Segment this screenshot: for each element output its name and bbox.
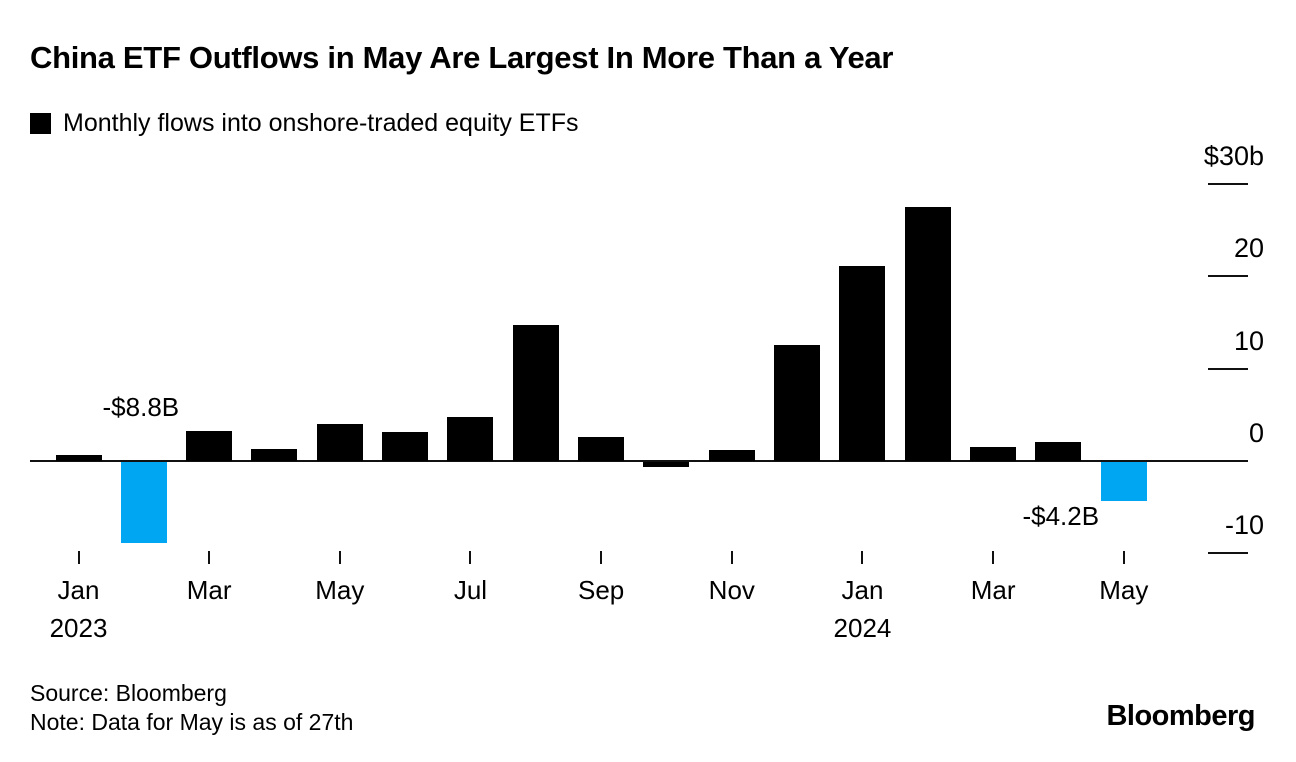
bar-aug-2023 <box>512 325 559 461</box>
bloomberg-logo: Bloomberg <box>1106 700 1255 732</box>
bar-apr-2023 <box>251 448 298 461</box>
legend-swatch-icon <box>30 113 51 134</box>
y-axis-label-10: 10 <box>1233 325 1264 356</box>
legend: Monthly flows into onshore-traded equity… <box>30 109 579 138</box>
y-axis-tick--10 <box>1208 552 1248 555</box>
x-axis-label-0: Jan <box>57 575 100 605</box>
bar-sep-2023 <box>578 436 625 461</box>
bar-value-annotation-1: -$8.8B <box>102 392 180 422</box>
bar-jan-2023 <box>55 455 102 461</box>
y-axis-label--10: -10 <box>1224 510 1264 541</box>
x-axis-tick-12 <box>861 551 864 564</box>
y-axis-tick-20 <box>1208 275 1248 278</box>
note-text: Note: Data for May is as of 27th <box>30 709 354 735</box>
bar-feb-2024 <box>904 207 951 461</box>
x-axis-label-6: Jul <box>453 575 488 605</box>
y-axis-label-0: 0 <box>1248 418 1264 448</box>
bar-jan-2024 <box>839 266 886 461</box>
bar-apr-2024 <box>1035 441 1082 461</box>
y-axis-tick-30 <box>1208 183 1248 185</box>
x-axis-label-16: May <box>1099 575 1149 605</box>
bar-mar-2024 <box>970 447 1017 461</box>
x-axis-tick-2 <box>208 551 211 564</box>
x-axis-year-label-2023: 2023 <box>49 613 108 643</box>
y-axis-label-30: $30b <box>1203 141 1264 171</box>
bar-dec-2023 <box>774 344 821 461</box>
x-axis-tick-0 <box>77 551 80 564</box>
bar-value-annotation-16: -$4.2B <box>1022 501 1100 531</box>
bar-mar-2023 <box>186 431 233 461</box>
bar-nov-2023 <box>708 449 755 461</box>
zero-axis-line <box>30 460 1248 462</box>
x-axis-tick-6 <box>469 551 472 564</box>
x-axis-tick-8 <box>600 551 603 564</box>
x-axis-label-2: Mar <box>186 575 232 605</box>
bar-oct-2023 <box>643 462 690 467</box>
bar-may-2024 <box>1100 462 1147 501</box>
x-axis-label-12: Jan <box>841 575 884 605</box>
bar-jun-2023 <box>382 432 429 461</box>
y-axis-tick-10 <box>1208 367 1248 370</box>
x-axis-year-label-2024: 2024 <box>833 613 892 643</box>
x-axis-label-10: Nov <box>708 575 755 605</box>
x-axis-tick-14 <box>992 551 995 564</box>
bar-jul-2023 <box>447 416 494 461</box>
y-axis-label-20: 20 <box>1233 233 1264 264</box>
legend-label: Monthly flows into onshore-traded equity… <box>63 109 579 137</box>
x-axis-tick-4 <box>338 551 341 564</box>
x-axis-label-8: Sep <box>577 575 625 605</box>
source-text: Source: Bloomberg <box>30 680 227 706</box>
bar-feb-2023 <box>120 462 167 544</box>
x-axis-label-4: May <box>315 575 365 605</box>
bar-may-2023 <box>316 424 363 461</box>
x-axis-tick-10 <box>730 551 733 564</box>
x-axis-label-14: Mar <box>970 575 1016 605</box>
chart-title: China ETF Outflows in May Are Largest In… <box>30 40 894 75</box>
x-axis-tick-16 <box>1122 551 1125 564</box>
